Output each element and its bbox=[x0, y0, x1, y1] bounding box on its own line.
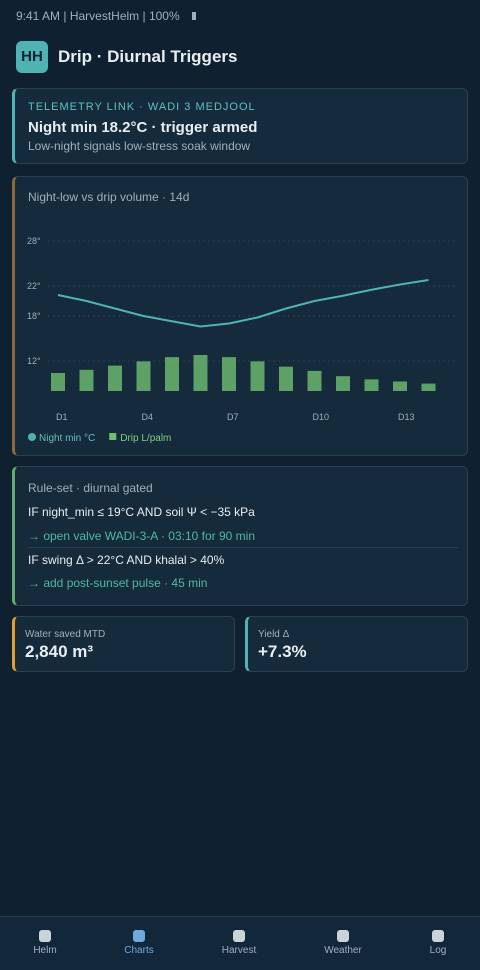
tab[interactable]: Log bbox=[429, 945, 447, 956]
bar bbox=[364, 379, 379, 391]
x-tick-label: D4 bbox=[142, 412, 154, 422]
tab[interactable]: Weather bbox=[324, 945, 362, 956]
bar bbox=[193, 355, 208, 391]
stat-card: Yield Δ +7.3% bbox=[245, 616, 468, 672]
bar bbox=[393, 381, 407, 391]
x-tick-label: D7 bbox=[227, 412, 239, 422]
rules-card: Rule-set · diurnal gated IF night_min ≤ … bbox=[12, 466, 468, 606]
stat-label: Water saved MTD bbox=[25, 629, 106, 640]
rule-action: → add post-sunset pulse · 45 min bbox=[28, 576, 208, 590]
headline: Night min 18.2°C · trigger armed bbox=[28, 119, 258, 136]
y-tick-label: 28° bbox=[27, 236, 41, 246]
legend-swatch bbox=[28, 433, 36, 441]
legend-label: Drip L/palm bbox=[120, 433, 171, 444]
rule-condition: IF swing Δ > 22°C AND khalal > 40% bbox=[28, 553, 225, 567]
tab-icon bbox=[233, 930, 245, 942]
eyebrow: TELEMETRY LINK · WADI 3 MEDJOOL bbox=[28, 101, 256, 113]
stat-label: Yield Δ bbox=[258, 629, 290, 640]
legend-swatch bbox=[109, 433, 117, 440]
bar bbox=[250, 361, 265, 391]
chart: 12° 18° 22° 28° D1 D4 D7 D10 D13 Night min °C Drip… bbox=[27, 236, 456, 444]
stat-value: 2,840 m³ bbox=[25, 642, 94, 661]
x-tick-label: D1 bbox=[56, 412, 68, 422]
line bbox=[57, 279, 429, 328]
y-tick-label: 22° bbox=[27, 281, 41, 291]
tab-icon bbox=[432, 930, 444, 942]
y-tick-label: 18° bbox=[27, 311, 41, 321]
tab[interactable]: Helm bbox=[33, 945, 57, 956]
telemetry-card: TELEMETRY LINK · WADI 3 MEDJOOL Night mi… bbox=[12, 88, 468, 164]
bottom-nav: Helm Charts Harvest Weather Log bbox=[0, 916, 480, 970]
bar bbox=[51, 373, 65, 391]
tab[interactable]: Harvest bbox=[221, 945, 257, 956]
bar bbox=[222, 357, 236, 391]
stat-value: +7.3% bbox=[258, 642, 307, 661]
note: Low-night signals low-stress soak window bbox=[28, 139, 251, 153]
tab[interactable]: Charts bbox=[124, 945, 154, 956]
bar bbox=[165, 357, 179, 391]
rule-condition: IF night_min ≤ 19°C AND soil Ψ < −35 kPa bbox=[28, 505, 255, 519]
bar bbox=[108, 365, 122, 391]
tab-icon bbox=[337, 930, 349, 942]
x-tick-label: D13 bbox=[398, 412, 415, 422]
bar bbox=[336, 376, 350, 391]
x-tick-label: D10 bbox=[313, 412, 330, 422]
tab-icon bbox=[133, 930, 145, 942]
stat-card: Water saved MTD 2,840 m³ bbox=[12, 616, 235, 672]
bar bbox=[307, 370, 322, 391]
battery-icon bbox=[192, 12, 196, 20]
bar bbox=[79, 369, 94, 391]
status-bar: 9:41 AM | HarvestHelm | 100% bbox=[16, 9, 180, 23]
bar bbox=[279, 366, 293, 391]
divider bbox=[28, 547, 458, 548]
bar bbox=[136, 361, 151, 391]
rules-title: Rule-set · diurnal gated bbox=[28, 481, 153, 495]
logo: HH bbox=[16, 41, 48, 73]
header-title: Drip · Diurnal Triggers bbox=[58, 47, 238, 66]
y-tick-label: 12° bbox=[27, 356, 41, 366]
bar bbox=[421, 383, 436, 391]
legend-label: Night min °C bbox=[39, 433, 95, 444]
chart-title: Night-low vs drip volume · 14d bbox=[28, 190, 190, 204]
tab-icon bbox=[39, 930, 51, 942]
rule-action: → open valve WADI-3-A · 03:10 for 90 min bbox=[28, 529, 255, 543]
